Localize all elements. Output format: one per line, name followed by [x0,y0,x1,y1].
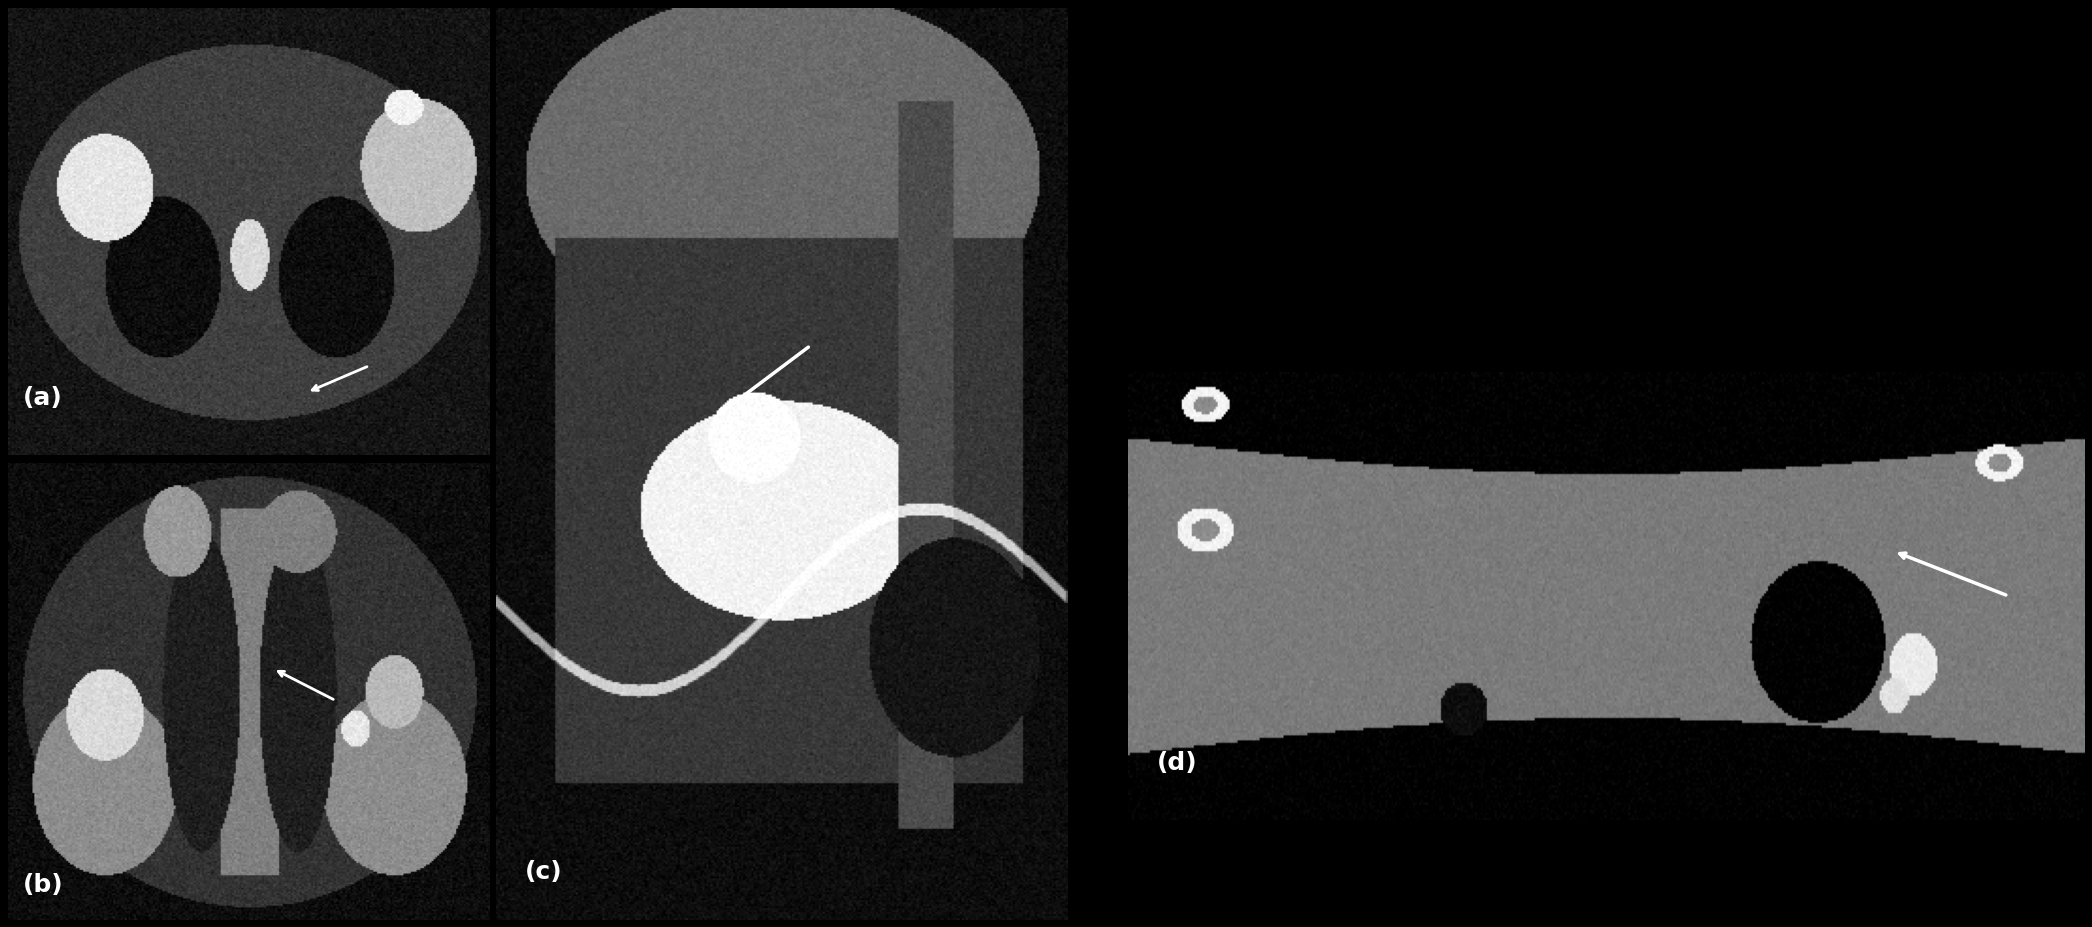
Text: (d): (d) [1157,751,1197,775]
Text: (b): (b) [23,873,63,897]
Text: (c): (c) [525,859,563,883]
Text: (a): (a) [23,387,63,411]
